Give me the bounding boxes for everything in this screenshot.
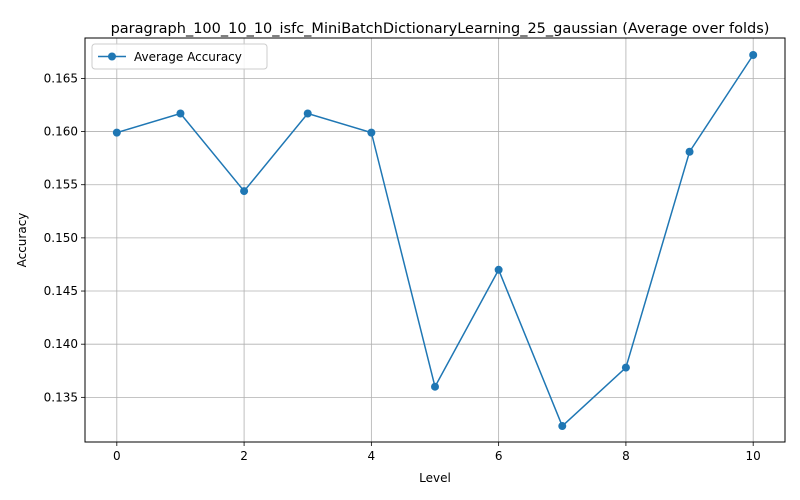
x-tick-label: 2 xyxy=(240,449,248,463)
data-point xyxy=(303,109,312,118)
y-tick-label: 0.155 xyxy=(44,178,78,192)
legend: Average Accuracy xyxy=(91,43,268,70)
data-point xyxy=(240,187,249,196)
data-point xyxy=(431,382,439,391)
x-tick-label: 8 xyxy=(622,449,630,463)
y-axis-label: Accuracy xyxy=(15,213,29,268)
data-point xyxy=(749,51,758,60)
y-tick-label: 0.165 xyxy=(44,71,78,85)
y-tick-label: 0.135 xyxy=(44,390,78,404)
data-point xyxy=(558,422,567,431)
x-tick-label: 4 xyxy=(368,449,376,463)
legend-box xyxy=(91,43,268,70)
series-layer xyxy=(112,51,758,431)
x-tick-label: 0 xyxy=(113,449,121,463)
x-axis: 0 2 4 6 8 10 xyxy=(113,442,761,463)
y-tick-label: 0.140 xyxy=(44,337,78,351)
legend-marker xyxy=(108,52,116,61)
data-point xyxy=(112,128,121,137)
x-tick-label: 10 xyxy=(746,449,761,463)
data-point xyxy=(494,265,503,274)
chart-title: paragraph_100_10_10_isfc_MiniBatchDictio… xyxy=(111,21,770,37)
y-tick-label: 0.145 xyxy=(44,284,78,298)
series-line xyxy=(116,54,754,428)
plot-frame xyxy=(84,37,786,443)
data-point xyxy=(685,147,694,156)
data-point xyxy=(621,363,630,372)
y-axis: 0.135 0.140 0.145 0.150 0.155 0.160 0.165 xyxy=(44,71,85,404)
y-tick-label: 0.160 xyxy=(44,125,78,139)
legend-label: Average Accuracy xyxy=(134,50,242,64)
x-tick-label: 6 xyxy=(495,449,503,463)
data-point xyxy=(176,109,185,118)
x-axis-label: Level xyxy=(419,471,451,485)
y-tick-label: 0.150 xyxy=(44,231,78,245)
data-point xyxy=(367,128,376,137)
grid xyxy=(85,38,785,442)
